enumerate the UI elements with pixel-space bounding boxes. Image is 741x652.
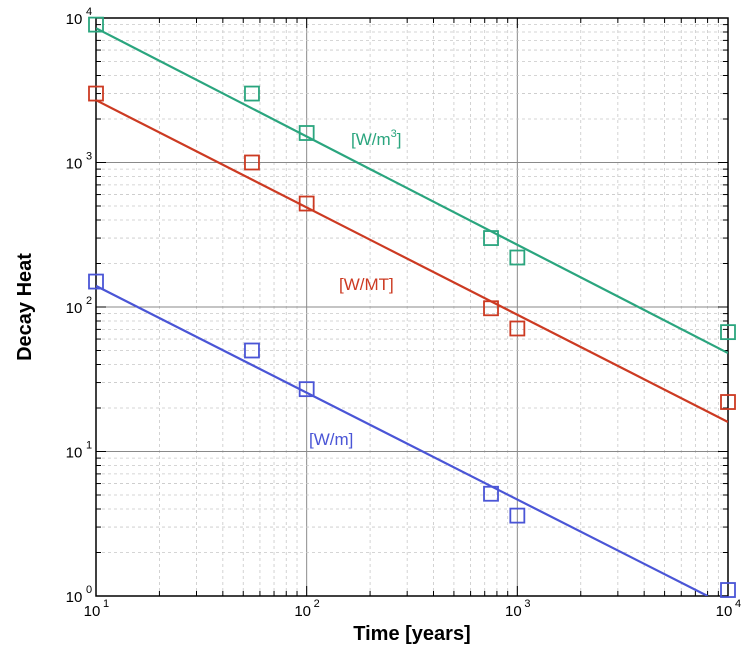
fit-line-series-1: [96, 99, 728, 423]
x-axis-title: Time [years]: [353, 623, 470, 645]
fit-line-series-0: [96, 27, 728, 355]
data-points: [88, 16, 736, 598]
x-tick-label-exponent: 3: [524, 598, 530, 610]
grid-lines: [95, 18, 728, 597]
tick-marks: [95, 18, 728, 597]
y-tick-label: 10: [66, 300, 83, 317]
x-tick-label-exponent: 2: [314, 598, 320, 610]
series-label-2: [W/m]: [309, 430, 353, 449]
tick-labels: 10 1 10 2 10 3 10 410 010 110 210 310 4: [66, 6, 741, 620]
x-tick-label: 10: [294, 603, 311, 620]
data-point-series-0: [509, 249, 526, 266]
data-point-series-0: [244, 85, 260, 102]
y-tick-label: 10: [66, 445, 83, 462]
y-tick-label-exponent: 0: [86, 584, 92, 596]
data-point-series-0: [298, 125, 315, 141]
data-point-series-2: [483, 485, 499, 502]
data-point-series-1: [720, 394, 736, 410]
data-point-series-2: [244, 342, 260, 359]
y-tick-label-exponent: 3: [86, 151, 92, 163]
data-point-series-1: [244, 154, 260, 171]
x-tick-label-exponent: 1: [103, 598, 109, 610]
series-label-0: [W/m3]: [351, 128, 402, 149]
y-tick-label-exponent: 4: [86, 6, 92, 18]
x-tick-label: 10: [84, 603, 101, 620]
series-label-1: [W/MT]: [339, 275, 394, 294]
data-point-series-1: [483, 300, 499, 317]
data-point-series-2: [720, 582, 736, 598]
data-point-series-1: [88, 85, 104, 102]
fit-line-series-2: [96, 284, 709, 596]
x-tick-label-exponent: 4: [735, 598, 741, 610]
y-tick-label: 10: [66, 11, 83, 28]
y-tick-label: 10: [66, 589, 83, 606]
data-point-series-2: [88, 273, 104, 290]
x-tick-label: 10: [716, 603, 733, 620]
y-tick-label-exponent: 2: [86, 295, 92, 307]
data-point-series-1: [509, 320, 526, 337]
series-labels: [W/m3] [W/MT] [W/m]: [309, 128, 402, 449]
data-point-series-0: [483, 230, 499, 246]
y-tick-label-exponent: 1: [86, 440, 92, 452]
y-axis-title: Decay Heat: [14, 253, 36, 361]
fit-lines: [96, 27, 728, 596]
data-point-series-2: [298, 381, 315, 398]
data-point-series-0: [720, 324, 736, 341]
x-tick-label: 10: [505, 603, 522, 620]
data-point-series-1: [298, 195, 315, 212]
data-point-series-0: [88, 16, 104, 33]
y-tick-label: 10: [66, 156, 83, 173]
data-point-series-2: [509, 507, 526, 524]
